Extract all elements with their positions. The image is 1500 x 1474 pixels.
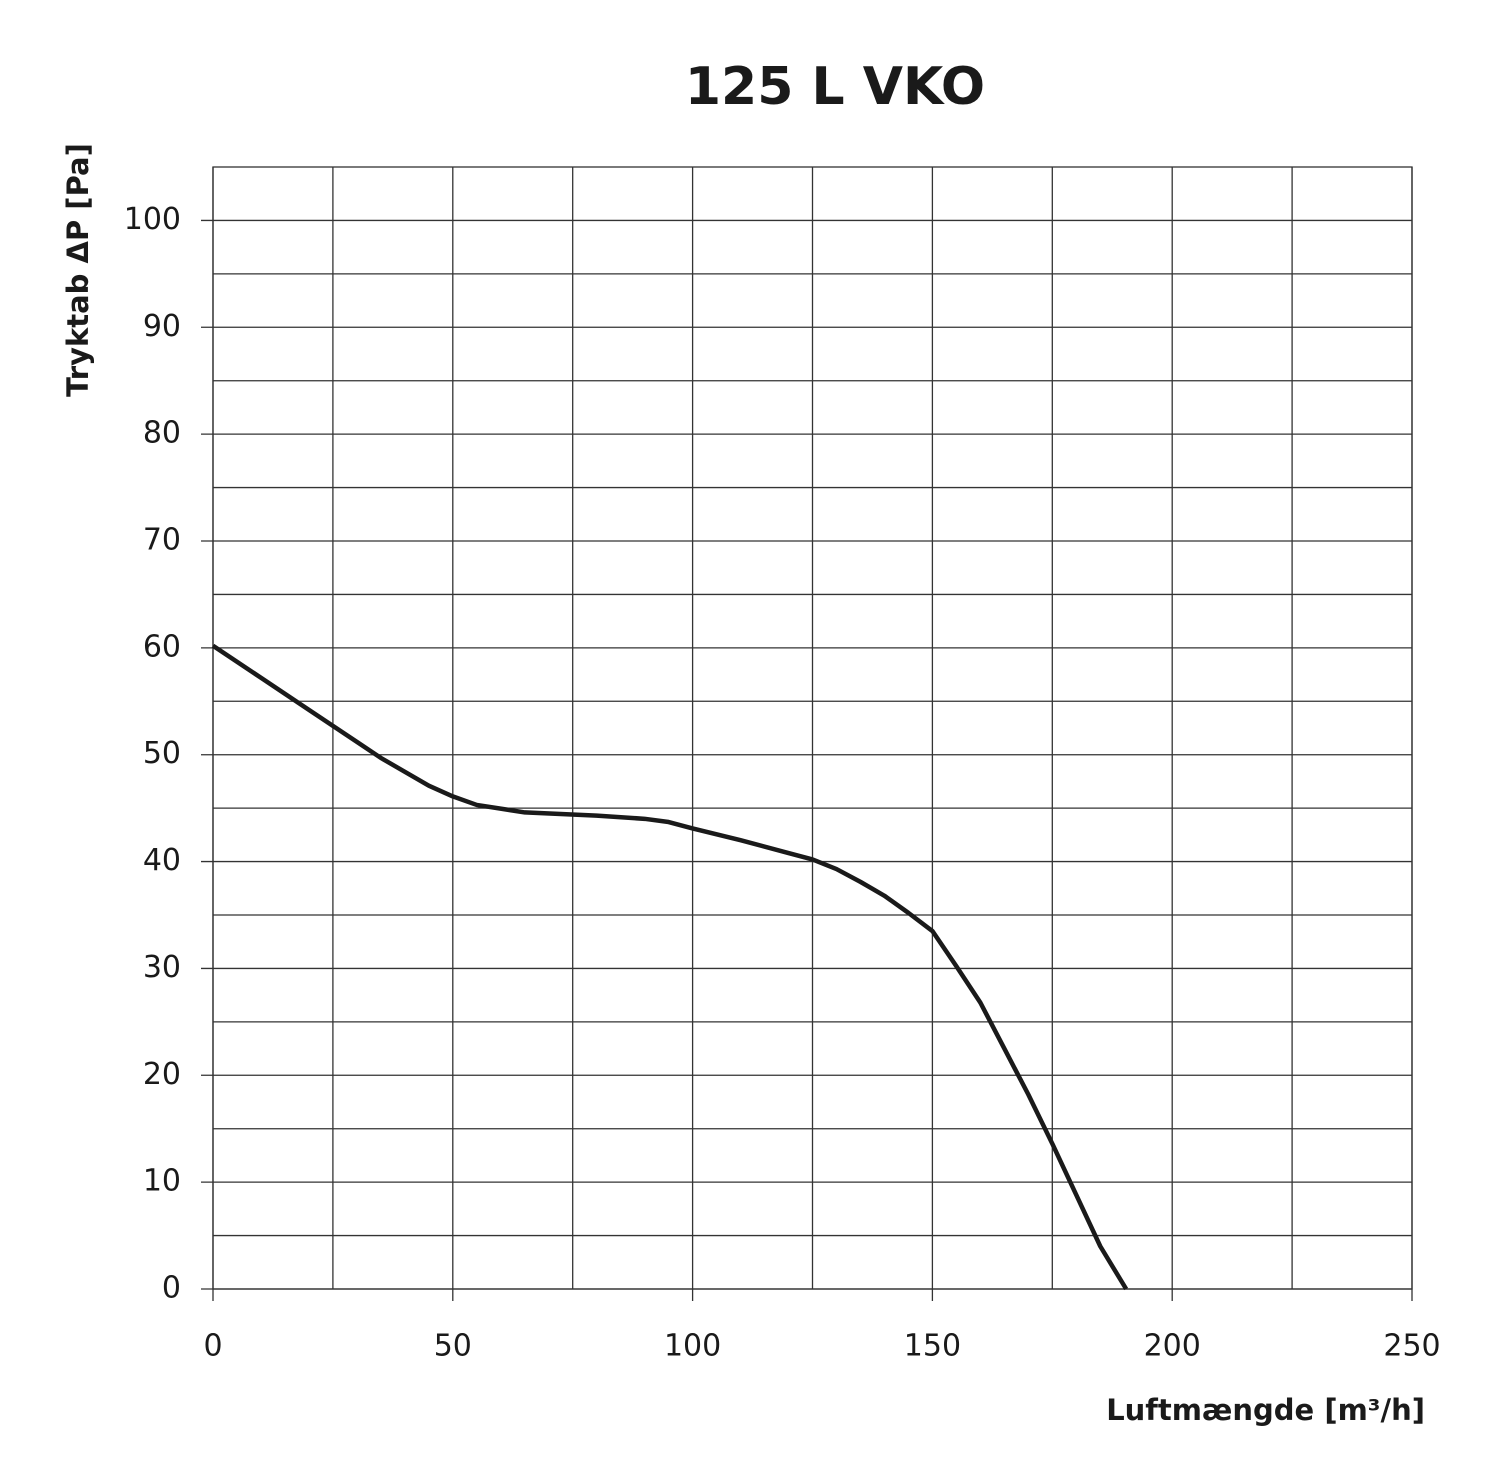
x-axis-label: Luftmængde [m³/h] — [1106, 1393, 1425, 1427]
y-tick-label: 60 — [143, 629, 181, 664]
x-tick-label: 250 — [1383, 1329, 1440, 1364]
y-tick-label: 10 — [143, 1164, 181, 1199]
y-tick-label: 20 — [143, 1057, 181, 1092]
y-tick-label: 70 — [143, 523, 181, 558]
x-tick-label: 100 — [664, 1329, 721, 1364]
y-tick-label: 0 — [162, 1271, 181, 1306]
x-tick-label: 200 — [1144, 1329, 1201, 1364]
chart-title: 125 L VKO — [685, 57, 985, 117]
x-tick-label: 150 — [904, 1329, 961, 1364]
x-tick-label: 50 — [434, 1329, 472, 1364]
y-tick-label: 50 — [143, 736, 181, 771]
y-axis-label: Tryktab ΔP [Pa] — [61, 143, 95, 397]
y-tick-label: 30 — [143, 950, 181, 985]
y-tick-label: 100 — [124, 202, 181, 237]
y-tick-label: 90 — [143, 309, 181, 344]
y-tick-label: 80 — [143, 416, 181, 451]
x-tick-label: 0 — [203, 1329, 222, 1364]
y-tick-label: 40 — [143, 843, 181, 878]
line — [211, 643, 1129, 1291]
